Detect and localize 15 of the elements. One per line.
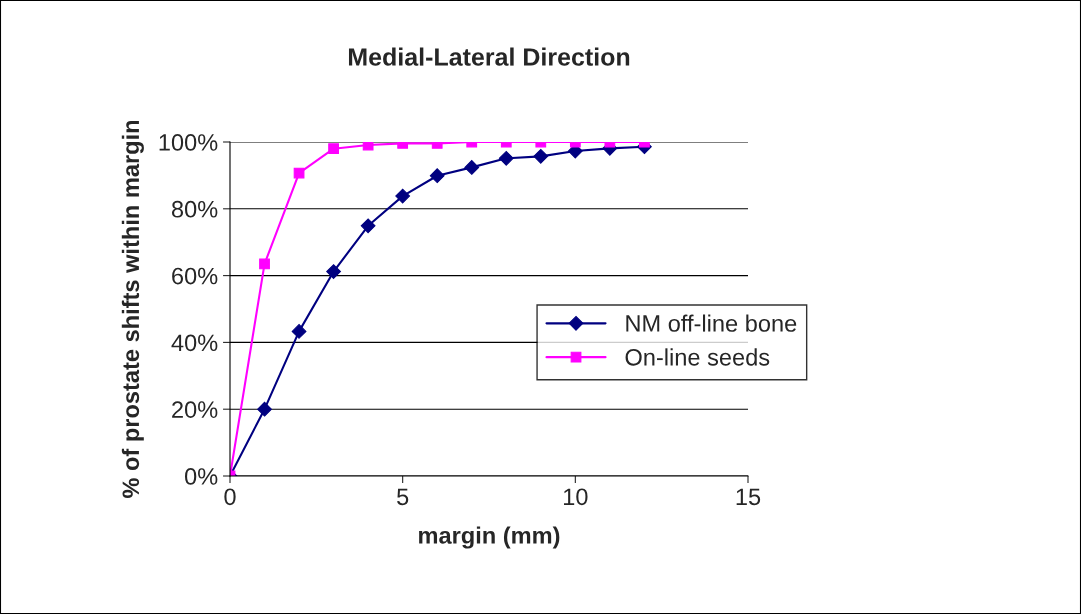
y-tick-label: 20%	[172, 401, 218, 418]
y-tick-label: 80%	[171, 200, 218, 218]
x-axis-title: margin (mm)	[419, 526, 560, 549]
x-tick-label: 5	[397, 488, 409, 506]
y-tick-label: 0%	[184, 468, 218, 485]
x-tick-label: 0	[224, 488, 236, 506]
legend-label: NM off-line bone	[626, 314, 797, 332]
chart-title: Medial-Lateral Direction	[348, 47, 630, 66]
y-tick-label: 40%	[171, 334, 218, 352]
y-tick-label: 100%	[159, 134, 218, 151]
y-axis-title: % of prostate shifts within margin	[121, 120, 144, 498]
y-tick-label: 60%	[172, 267, 218, 285]
x-tick-label: 15	[736, 488, 761, 506]
x-tick-label: 10	[564, 488, 588, 506]
legend-label: On-line seeds	[625, 348, 770, 366]
